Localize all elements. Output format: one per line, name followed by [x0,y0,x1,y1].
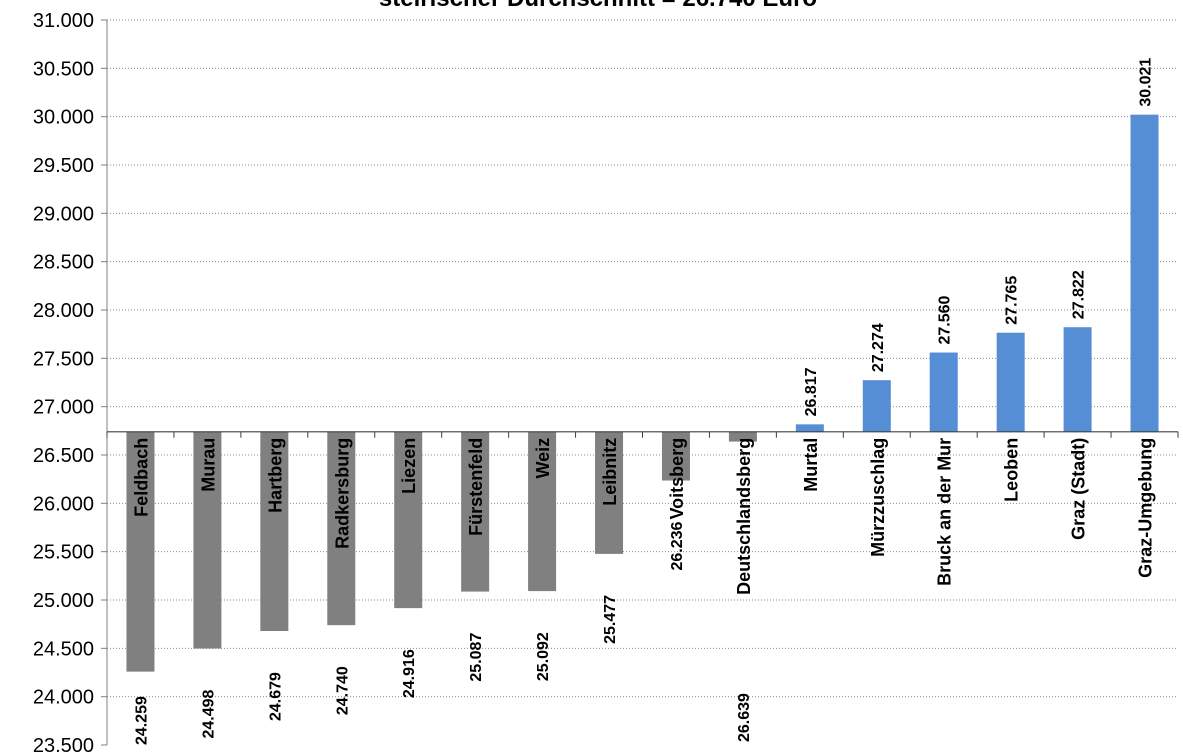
value-labels: 24.259 24.498 24.679 24.740 24.916 25.087 25.0… [133,58,1154,745]
category-label: Weiz [533,438,553,479]
bar [1130,114,1159,432]
bars [126,114,1159,672]
value-label: 24.259 [133,696,150,745]
y-tick-label: 28.500 [33,252,94,274]
value-label: 25.477 [602,595,619,644]
category-label: Liezen [399,438,419,494]
value-label: 26.817 [803,367,820,416]
category-label: Murau [198,438,218,492]
bar [260,431,289,632]
bar [126,431,155,672]
value-label: 27.560 [937,295,954,344]
y-tick-label: 24.500 [33,638,94,660]
bar [595,431,624,554]
value-label: 27.765 [1004,276,1021,325]
category-label: Feldbach [131,438,151,517]
y-tick-label: 23.500 [33,735,94,756]
y-tick-label: 24.000 [33,687,94,709]
category-label: Graz (Stadt) [1069,438,1089,540]
bar [193,431,222,649]
value-label: 27.822 [1071,270,1088,319]
y-tick-label: 27.500 [33,348,94,370]
bar [795,424,824,432]
value-label: 26.236 [669,521,686,570]
y-tick-label: 29.000 [33,203,94,225]
category-labels: Feldbach Murau Hartberg Radkersburg Liezen Fü… [131,438,1155,595]
y-tick-label: 25.500 [33,542,94,564]
value-label: 27.274 [870,323,887,372]
category-label: Murtal [801,438,821,492]
category-label: Hartberg [265,438,285,513]
bar [929,352,958,432]
chart-title: steirischer Durchschnitt = 26.740 Euro [379,0,817,12]
y-tick-label: 26.500 [33,445,94,467]
category-label: Voitsberg [667,438,687,520]
bar [394,431,423,609]
category-label: Fürstenfeld [466,438,486,536]
value-label: 24.498 [200,689,217,738]
y-axis: 23.500 24.000 24.500 25.000 25.500 26.000 26.5… [33,10,108,756]
bar [528,431,557,592]
y-tick-label: 30.000 [33,107,94,129]
y-tick-label: 29.500 [33,155,94,177]
bar [661,431,690,481]
y-tick-label: 28.000 [33,300,94,322]
value-label: 26.639 [736,693,753,742]
value-label: 25.087 [468,633,485,682]
category-label: Leibnitz [600,438,620,506]
category-label: Radkersburg [332,438,352,549]
value-label: 30.021 [1138,58,1155,107]
value-label: 24.740 [334,666,351,715]
x-axis [106,431,1179,438]
y-tick-label: 30.500 [33,58,94,80]
category-label: Bruck an der Mur [935,438,955,586]
category-label: Leoben [1002,438,1022,502]
value-label: 24.679 [267,672,284,721]
value-label: 24.916 [401,649,418,698]
bar [728,431,757,442]
category-label: Graz-Umgebung [1136,438,1156,578]
bar [862,380,891,432]
bar [1063,327,1092,432]
y-tick-label: 31.000 [33,10,94,32]
category-label: Mürzzuschlag [868,438,888,557]
y-tick-label: 25.000 [33,590,94,612]
bar [461,431,490,592]
y-tick-label: 27.000 [33,397,94,419]
category-label: Deutschlandsberg [734,438,754,595]
bar [996,332,1025,432]
y-tick-label: 26.000 [33,493,94,515]
bar [327,431,356,626]
value-label: 25.092 [535,632,552,681]
